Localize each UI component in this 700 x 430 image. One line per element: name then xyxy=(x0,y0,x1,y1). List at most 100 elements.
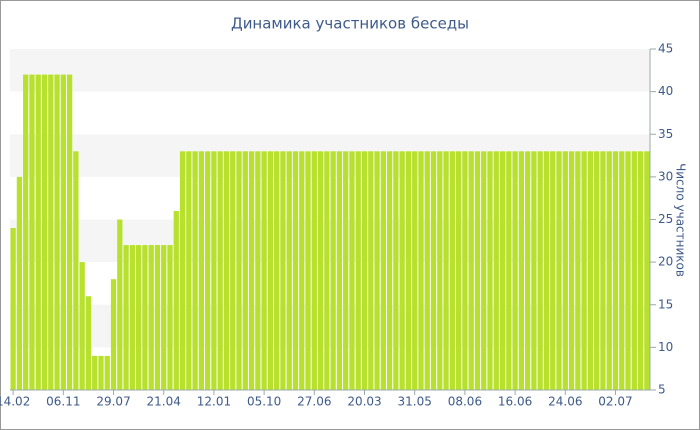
bar xyxy=(562,151,568,390)
x-tick-label: 20.03 xyxy=(347,395,381,409)
bar xyxy=(79,262,85,390)
bar xyxy=(330,151,336,390)
x-tick-label: 08.06 xyxy=(448,395,482,409)
bar xyxy=(380,151,386,390)
bar xyxy=(493,151,499,390)
bar xyxy=(449,151,455,390)
x-tick-label: 12.01 xyxy=(197,395,231,409)
bar xyxy=(148,245,154,390)
bar xyxy=(361,151,368,390)
y-tick-label: 15 xyxy=(658,297,673,311)
bar xyxy=(418,151,424,390)
bar xyxy=(550,151,556,390)
bar xyxy=(161,245,167,390)
bar xyxy=(430,151,437,390)
bar xyxy=(481,151,487,390)
bar xyxy=(506,151,512,390)
bar xyxy=(600,151,606,390)
x-tick-label: 05.10 xyxy=(247,395,281,409)
bar xyxy=(123,245,129,390)
bar xyxy=(255,151,261,390)
bar xyxy=(211,151,217,390)
bar xyxy=(462,151,468,390)
bar xyxy=(23,74,29,390)
bar xyxy=(248,151,255,390)
bar xyxy=(631,151,637,390)
bar xyxy=(299,151,305,390)
bar xyxy=(619,151,625,390)
bar xyxy=(41,74,48,390)
y-tick-label: 40 xyxy=(658,84,673,98)
bar xyxy=(179,151,186,390)
x-tick-label: 31.05 xyxy=(398,395,432,409)
bar xyxy=(16,176,23,390)
bar xyxy=(54,74,60,390)
x-tick-label: 29.07 xyxy=(96,395,130,409)
x-tick-label: 06.11 xyxy=(46,395,80,409)
bar xyxy=(280,151,286,390)
bar xyxy=(230,151,236,390)
bar xyxy=(85,296,92,390)
bar xyxy=(35,74,41,390)
bar xyxy=(261,151,267,390)
bar xyxy=(135,245,142,390)
bar xyxy=(29,74,35,390)
bar xyxy=(274,151,280,390)
bar xyxy=(305,151,311,390)
bar xyxy=(336,151,343,390)
bar xyxy=(537,151,543,390)
bar xyxy=(198,151,205,390)
y-tick-label: 5 xyxy=(658,383,666,397)
bar xyxy=(60,74,66,390)
bar xyxy=(587,151,594,390)
bar xyxy=(581,151,587,390)
bar xyxy=(487,151,493,390)
bar xyxy=(512,151,518,390)
bar xyxy=(443,151,449,390)
bar xyxy=(374,151,380,390)
bar xyxy=(424,151,430,390)
bar xyxy=(637,151,644,390)
y-tick-label: 10 xyxy=(658,340,673,354)
bar xyxy=(343,151,349,390)
x-tick-label: 21.04 xyxy=(147,395,181,409)
bar xyxy=(644,151,650,390)
bar xyxy=(612,151,619,390)
bar xyxy=(405,151,412,390)
bar xyxy=(236,151,242,390)
grid-band xyxy=(10,49,650,92)
bar xyxy=(556,151,562,390)
bar xyxy=(73,151,79,390)
bar xyxy=(129,245,135,390)
bar xyxy=(292,151,299,390)
bar xyxy=(223,151,230,390)
y-tick-label: 20 xyxy=(658,255,673,269)
bar xyxy=(10,228,16,390)
chart-title: Динамика участников беседы xyxy=(231,15,469,33)
bar xyxy=(543,151,550,390)
bar xyxy=(98,355,104,390)
bar xyxy=(267,151,274,390)
bar xyxy=(625,151,631,390)
bar xyxy=(186,151,192,390)
bar xyxy=(117,219,123,390)
grid-band xyxy=(10,304,650,348)
y-tick-label: 35 xyxy=(658,127,673,141)
y-tick-label: 30 xyxy=(658,169,673,183)
bar xyxy=(167,245,173,390)
bar xyxy=(286,151,292,390)
bar xyxy=(48,74,54,390)
y-tick-label: 25 xyxy=(658,212,673,226)
bar xyxy=(568,151,575,390)
bar xyxy=(393,151,399,390)
bar xyxy=(242,151,248,390)
bar xyxy=(499,151,506,390)
grid-band xyxy=(10,134,650,177)
bar xyxy=(455,151,462,390)
bar xyxy=(317,151,324,390)
bar xyxy=(355,151,361,390)
bar xyxy=(368,151,374,390)
bar xyxy=(104,355,110,390)
bar xyxy=(386,151,393,390)
